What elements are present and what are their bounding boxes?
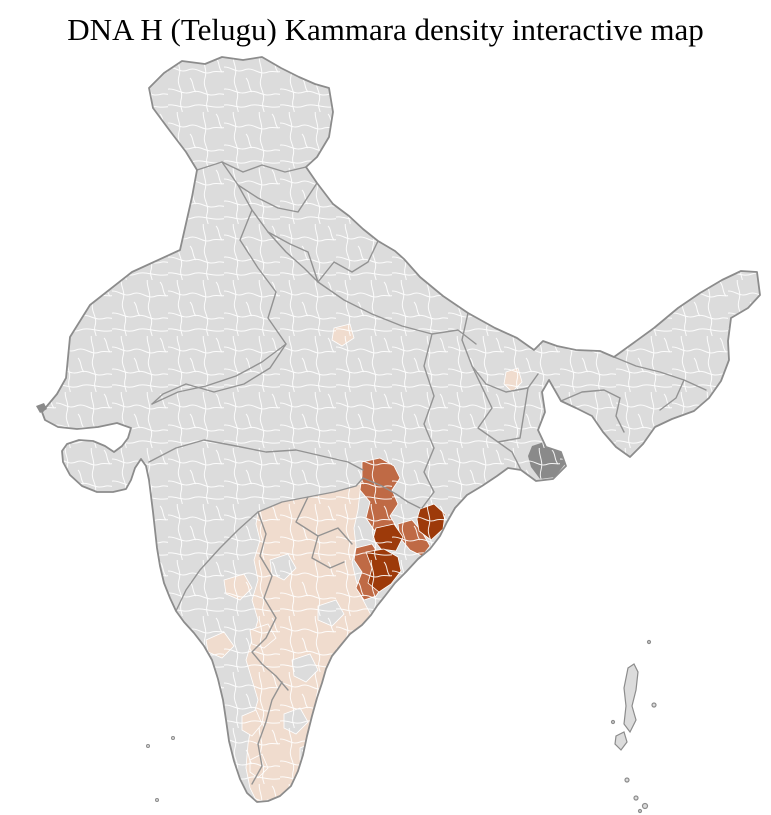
lakshadweep-islands[interactable]: [146, 736, 175, 802]
kutch-islet: [36, 403, 47, 413]
state-borders: [148, 161, 707, 785]
andaman-nicobar-islands[interactable]: [610, 639, 657, 814]
